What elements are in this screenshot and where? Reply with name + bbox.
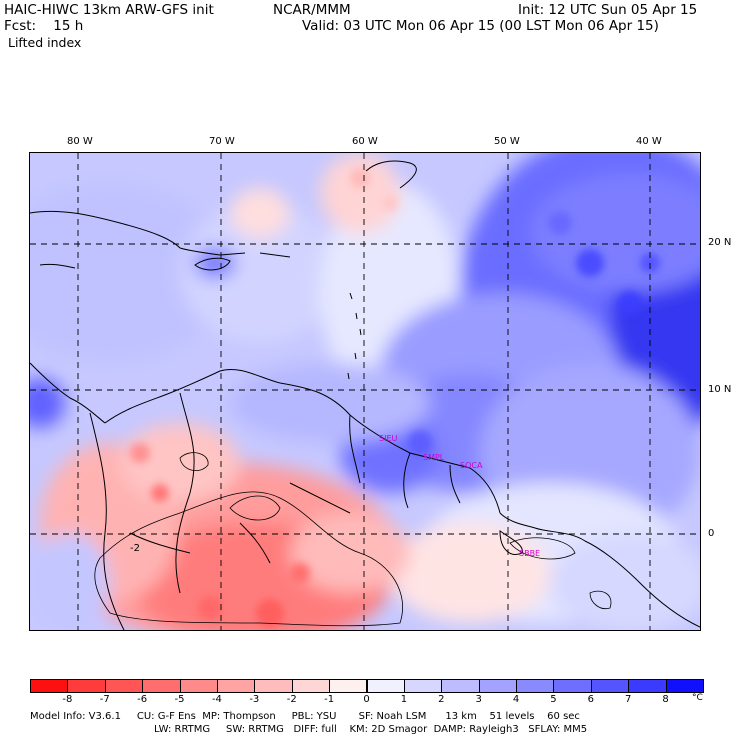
colorbar-tick-label: 0 [363,694,370,705]
colorbar-swatch [441,679,480,693]
colorbar-swatch [590,679,630,693]
colorbar-swatch [104,679,144,693]
colorbar-swatch [366,679,405,693]
station-labels: SIEU SMPL SOCA SBBE [379,434,540,558]
colorbar-swatch [516,679,555,693]
station-soca: SOCA [460,461,483,470]
colorbar-tick-label: -8 [62,694,73,705]
station-sieu: SIEU [379,434,397,443]
colorbar-tick-label: 7 [625,694,632,705]
colorbar-tick-label: -3 [249,694,260,705]
valid-time: Valid: 03 UTC Mon 06 Apr 15 (00 LST Mon … [302,18,659,34]
field-name: Lifted index [8,35,82,50]
lifted-index-map: -2 SIEU SMPL SOCA SBBE [29,152,701,631]
colorbar-tick-label: -4 [211,694,222,705]
colorbar-tick-label: -1 [324,694,335,705]
colorbar-swatch [628,679,667,693]
model-info-line1: Model Info: V3.6.1 CU: G-F Ens MP: Thomp… [30,711,580,722]
colorbar-tick-label: 2 [438,694,445,705]
colorbar-swatch [30,679,69,693]
colorbar-swatch [254,679,293,693]
lon-label-50w: 50 W [494,136,520,147]
init-time: Init: 12 UTC Sun 05 Apr 15 [518,2,698,18]
lon-label-60w: 60 W [352,136,378,147]
lon-label-70w: 70 W [209,136,235,147]
field-blobs [30,153,700,630]
contour-lines [94,452,612,627]
field-details [130,168,660,627]
lon-label-40w: 40 W [636,136,662,147]
colorbar-swatch [179,679,218,693]
lon-label-80w: 80 W [67,136,93,147]
colorbar-tick-label: 1 [400,694,408,705]
colorbar-swatch [478,679,518,693]
colorbar-swatch [142,679,181,693]
colorbar-tick-label: -2 [286,694,297,705]
colorbar-tick-label: 5 [550,694,557,705]
coastlines [30,160,700,630]
station-smpl: SMPL [423,453,445,462]
colorbar-tick-label: 4 [512,694,520,705]
lat-lon-grid [30,153,700,630]
colorbar-tick-label: 6 [587,694,595,705]
colorbar-swatch [403,679,443,693]
station-sbbe: SBBE [519,549,540,558]
lat-label-0: 0 [708,528,715,539]
colorbar-swatch [216,679,256,693]
colorbar-tick-label: 8 [662,694,669,705]
org-label: NCAR/MMM [273,2,351,18]
lat-label-10n: 10 N [708,384,732,395]
lat-label-20n: 20 N [708,237,732,248]
colorbar-swatch [553,679,592,693]
colorbar-swatch [329,679,368,693]
forecast-hour: Fcst: 15 h [4,18,84,34]
colorbar-swatch [67,679,106,693]
model-info-line2: LW: RRTMG SW: RRTMG DIFF: full KM: 2D Sm… [154,724,588,735]
colorbar-swatch [291,679,331,693]
colorbar-swatch [665,679,704,693]
colorbar-unit: °C [692,693,703,703]
colorbar-tick-label: -5 [174,694,185,705]
model-title: HAIC-HIWC 13km ARW-GFS init [4,2,214,18]
colorbar-tick-label: -7 [99,694,110,705]
contour-label: -2 [130,543,140,554]
colorbar-tick-label: 3 [475,694,482,705]
colorbar-tick-label: -6 [137,694,148,705]
